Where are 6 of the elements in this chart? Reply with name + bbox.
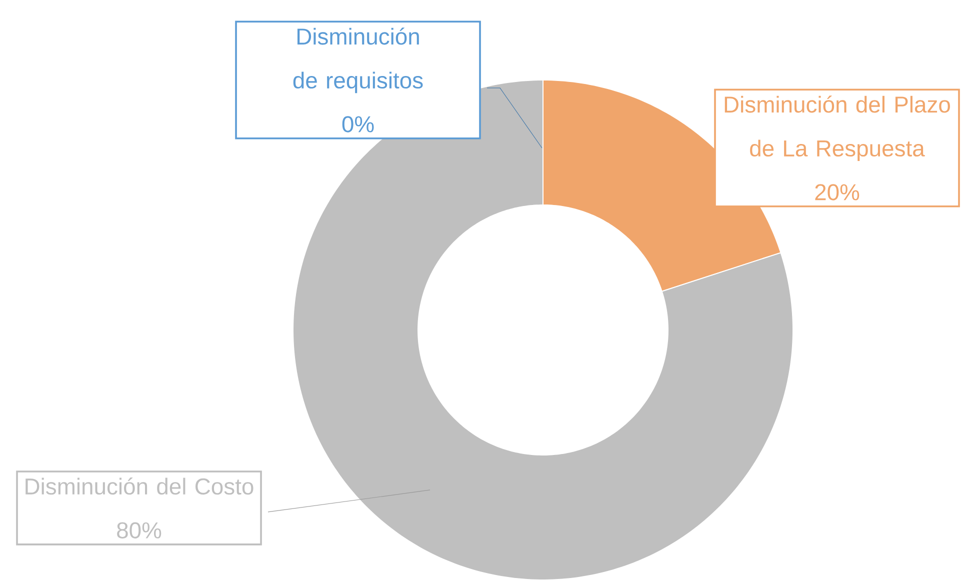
data-label: 80% <box>117 522 162 538</box>
text: 0% <box>342 116 374 132</box>
data-label: 20% <box>815 184 860 200</box>
slice-label: Disminución del Plazo de La Respuesta <box>724 96 950 162</box>
slice-label: Disminución del Costo <box>26 478 254 495</box>
category-label: Disminución de requisitos <box>293 28 423 94</box>
